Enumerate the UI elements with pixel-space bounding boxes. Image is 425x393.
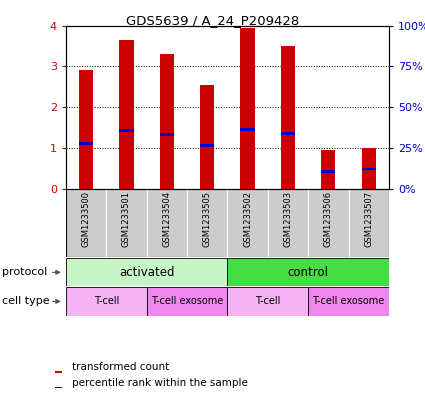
Bar <box>227 258 389 286</box>
Bar <box>200 144 214 147</box>
Text: cell type: cell type <box>2 296 50 307</box>
Bar <box>308 287 389 316</box>
Text: GSM1233500: GSM1233500 <box>82 191 91 247</box>
Bar <box>362 148 376 189</box>
Bar <box>281 132 295 135</box>
Bar <box>160 133 174 136</box>
Bar <box>227 189 268 257</box>
Bar <box>66 189 106 257</box>
Bar <box>227 287 308 316</box>
Bar <box>362 168 376 171</box>
Bar <box>321 170 335 173</box>
Bar <box>241 28 255 189</box>
Text: transformed count: transformed count <box>72 362 170 372</box>
Bar <box>66 258 227 286</box>
Text: GSM1233503: GSM1233503 <box>283 191 292 247</box>
Text: T-cell: T-cell <box>94 296 119 307</box>
Bar <box>200 84 214 189</box>
Bar <box>321 150 335 189</box>
Text: percentile rank within the sample: percentile rank within the sample <box>72 378 248 387</box>
Text: protocol: protocol <box>2 267 47 277</box>
Bar <box>348 189 389 257</box>
Text: GSM1233501: GSM1233501 <box>122 191 131 247</box>
Bar <box>119 129 133 132</box>
Bar <box>241 128 255 131</box>
Text: control: control <box>288 266 329 279</box>
Text: GSM1233507: GSM1233507 <box>364 191 373 247</box>
Bar <box>79 142 93 145</box>
Bar <box>268 189 308 257</box>
Text: GSM1233502: GSM1233502 <box>243 191 252 247</box>
Bar <box>160 54 174 189</box>
Bar <box>147 287 227 316</box>
Text: T-cell exosome: T-cell exosome <box>151 296 223 307</box>
Bar <box>79 70 93 189</box>
Text: GSM1233505: GSM1233505 <box>203 191 212 247</box>
Text: T-cell exosome: T-cell exosome <box>312 296 385 307</box>
Bar <box>187 189 227 257</box>
Text: GDS5639 / A_24_P209428: GDS5639 / A_24_P209428 <box>126 14 299 27</box>
Bar <box>55 371 62 373</box>
Text: T-cell: T-cell <box>255 296 280 307</box>
Bar <box>281 46 295 189</box>
Bar <box>106 189 147 257</box>
Bar <box>308 189 348 257</box>
Bar <box>147 189 187 257</box>
Bar <box>119 40 133 189</box>
Bar <box>55 387 62 388</box>
Text: GSM1233506: GSM1233506 <box>324 191 333 247</box>
Bar <box>66 287 147 316</box>
Text: activated: activated <box>119 266 174 279</box>
Text: GSM1233504: GSM1233504 <box>162 191 171 247</box>
